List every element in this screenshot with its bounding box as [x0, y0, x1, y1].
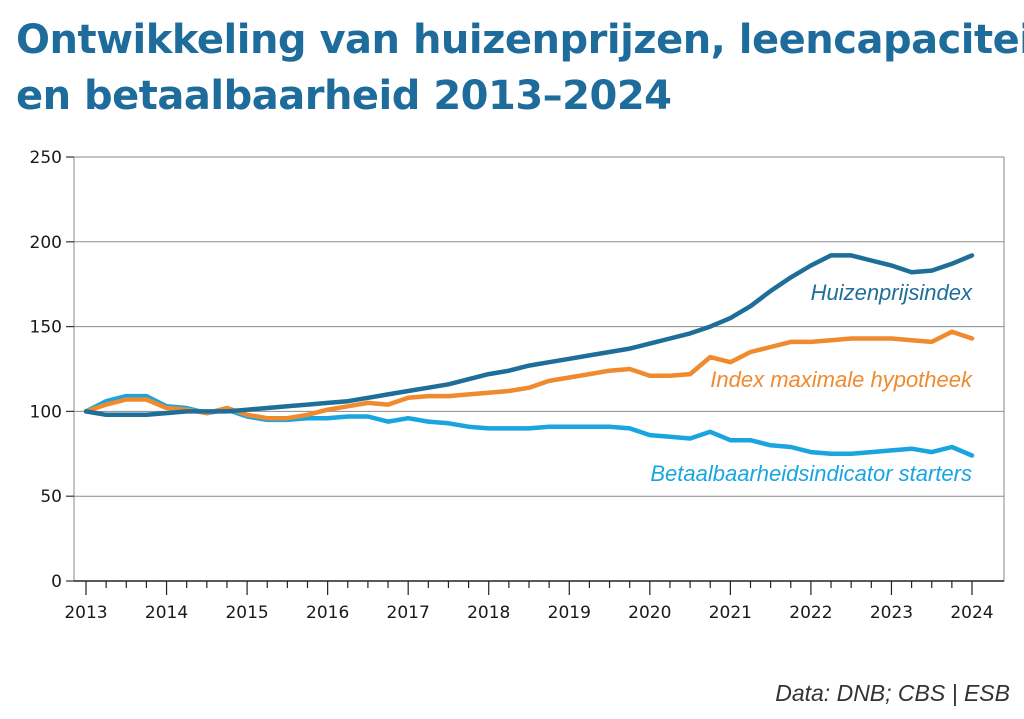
x-tick-label: 2017 — [387, 603, 430, 623]
x-tick-label: 2015 — [225, 603, 268, 623]
chart-title-line-1: Ontwikkeling van huizenprijzen, leencapa… — [16, 17, 1024, 63]
huizenprijsindex-label: Huizenprijsindex — [811, 280, 973, 305]
chart-title: Ontwikkeling van huizenprijzen, leencapa… — [16, 12, 1024, 124]
y-tick-label: 200 — [30, 233, 62, 253]
y-tick-label: 250 — [30, 148, 62, 168]
x-tick-label: 2024 — [950, 603, 993, 623]
huizenprijsindex-line — [83, 253, 975, 418]
x-tick-label: 2014 — [145, 603, 188, 623]
x-tick-label: 2013 — [64, 603, 107, 623]
y-tick-label: 50 — [40, 487, 62, 507]
index-maximale-hypotheek-label: Index maximale hypotheek — [710, 367, 973, 392]
x-tick-label: 2023 — [870, 603, 913, 623]
y-tick-label: 100 — [30, 402, 62, 422]
y-tick-label: 150 — [30, 318, 62, 338]
x-tick-label: 2019 — [548, 603, 591, 623]
betaalbaarheidsindicator-label: Betaalbaarheidsindicator starters — [650, 461, 972, 486]
x-tick-label: 2018 — [467, 603, 510, 623]
betaalbaarheidsindicator-line — [83, 393, 975, 458]
chart-title-line-2: en betaalbaarheid 2013–2024 — [16, 73, 672, 119]
x-tick-label: 2020 — [628, 603, 671, 623]
x-tick-label: 2022 — [789, 603, 832, 623]
source-note: Data: DNB; CBS | ESB — [775, 680, 1010, 706]
x-tick-label: 2021 — [709, 603, 752, 623]
x-tick-label: 2016 — [306, 603, 349, 623]
y-tick-label: 0 — [51, 572, 62, 592]
